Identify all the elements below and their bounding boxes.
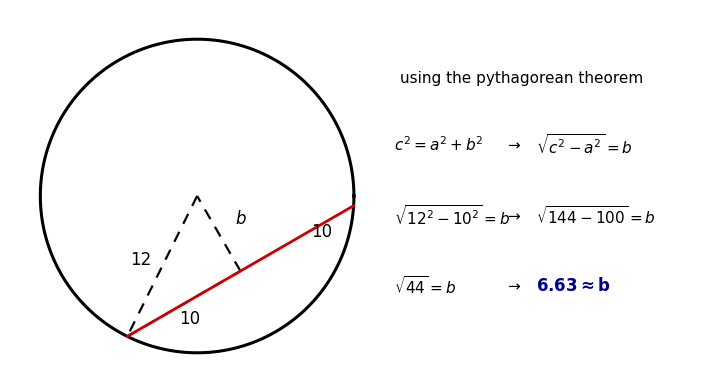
Text: $\rightarrow$: $\rightarrow$	[505, 138, 522, 152]
Text: $\sqrt{44}=b$: $\sqrt{44}=b$	[394, 275, 455, 297]
Text: b: b	[236, 211, 246, 229]
Text: using the pythagorean theorem: using the pythagorean theorem	[400, 71, 643, 86]
Text: $\rightarrow$: $\rightarrow$	[505, 279, 522, 294]
Text: $\sqrt{c^2-a^2}=b$: $\sqrt{c^2-a^2}=b$	[536, 133, 633, 157]
Text: $c^2=a^2+b^2$: $c^2=a^2+b^2$	[394, 136, 483, 154]
Text: $\rightarrow$: $\rightarrow$	[505, 208, 522, 223]
Text: $\sqrt{144-100}=b$: $\sqrt{144-100}=b$	[536, 205, 656, 227]
Text: $\mathbf{6.63\approx b}$: $\mathbf{6.63\approx b}$	[536, 277, 610, 295]
Text: $\sqrt{12^2-10^2}=b$: $\sqrt{12^2-10^2}=b$	[394, 203, 510, 228]
Text: 10: 10	[312, 223, 333, 241]
Text: 12: 12	[130, 251, 151, 269]
Text: 10: 10	[180, 310, 201, 328]
